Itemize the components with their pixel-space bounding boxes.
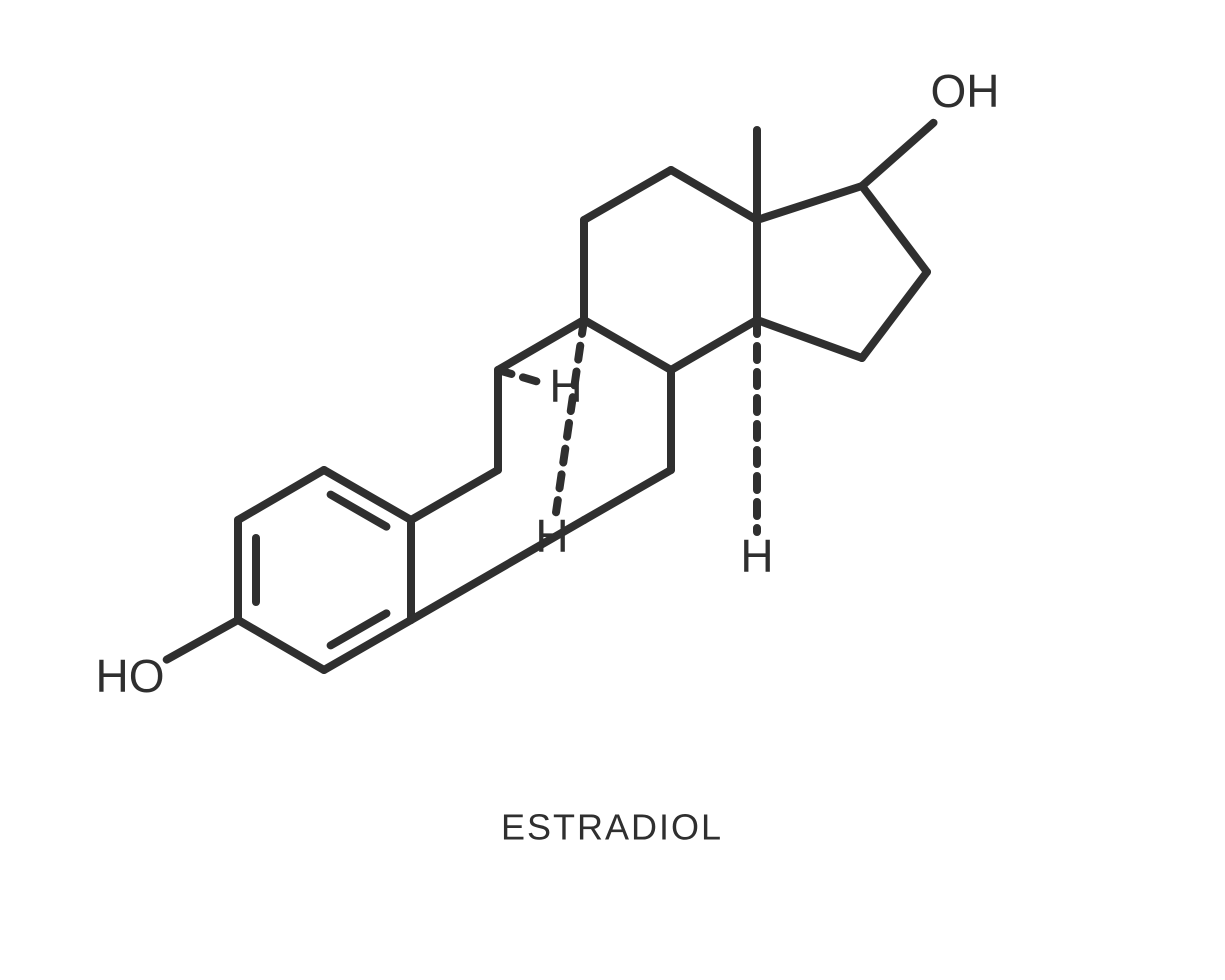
atom-label-H16: H	[740, 530, 773, 582]
molecule-title: ESTRADIOL	[501, 807, 723, 848]
atom-label-OHr: OH	[931, 65, 1000, 117]
atom-label-H8: H	[549, 360, 582, 412]
atom-label-HOl: HO	[96, 650, 165, 702]
labels-layer: HO OH H H H	[96, 65, 1000, 702]
estradiol-structure: HO OH H H H ESTRADIOL	[0, 0, 1225, 980]
atom-label-H9: H	[535, 510, 568, 562]
